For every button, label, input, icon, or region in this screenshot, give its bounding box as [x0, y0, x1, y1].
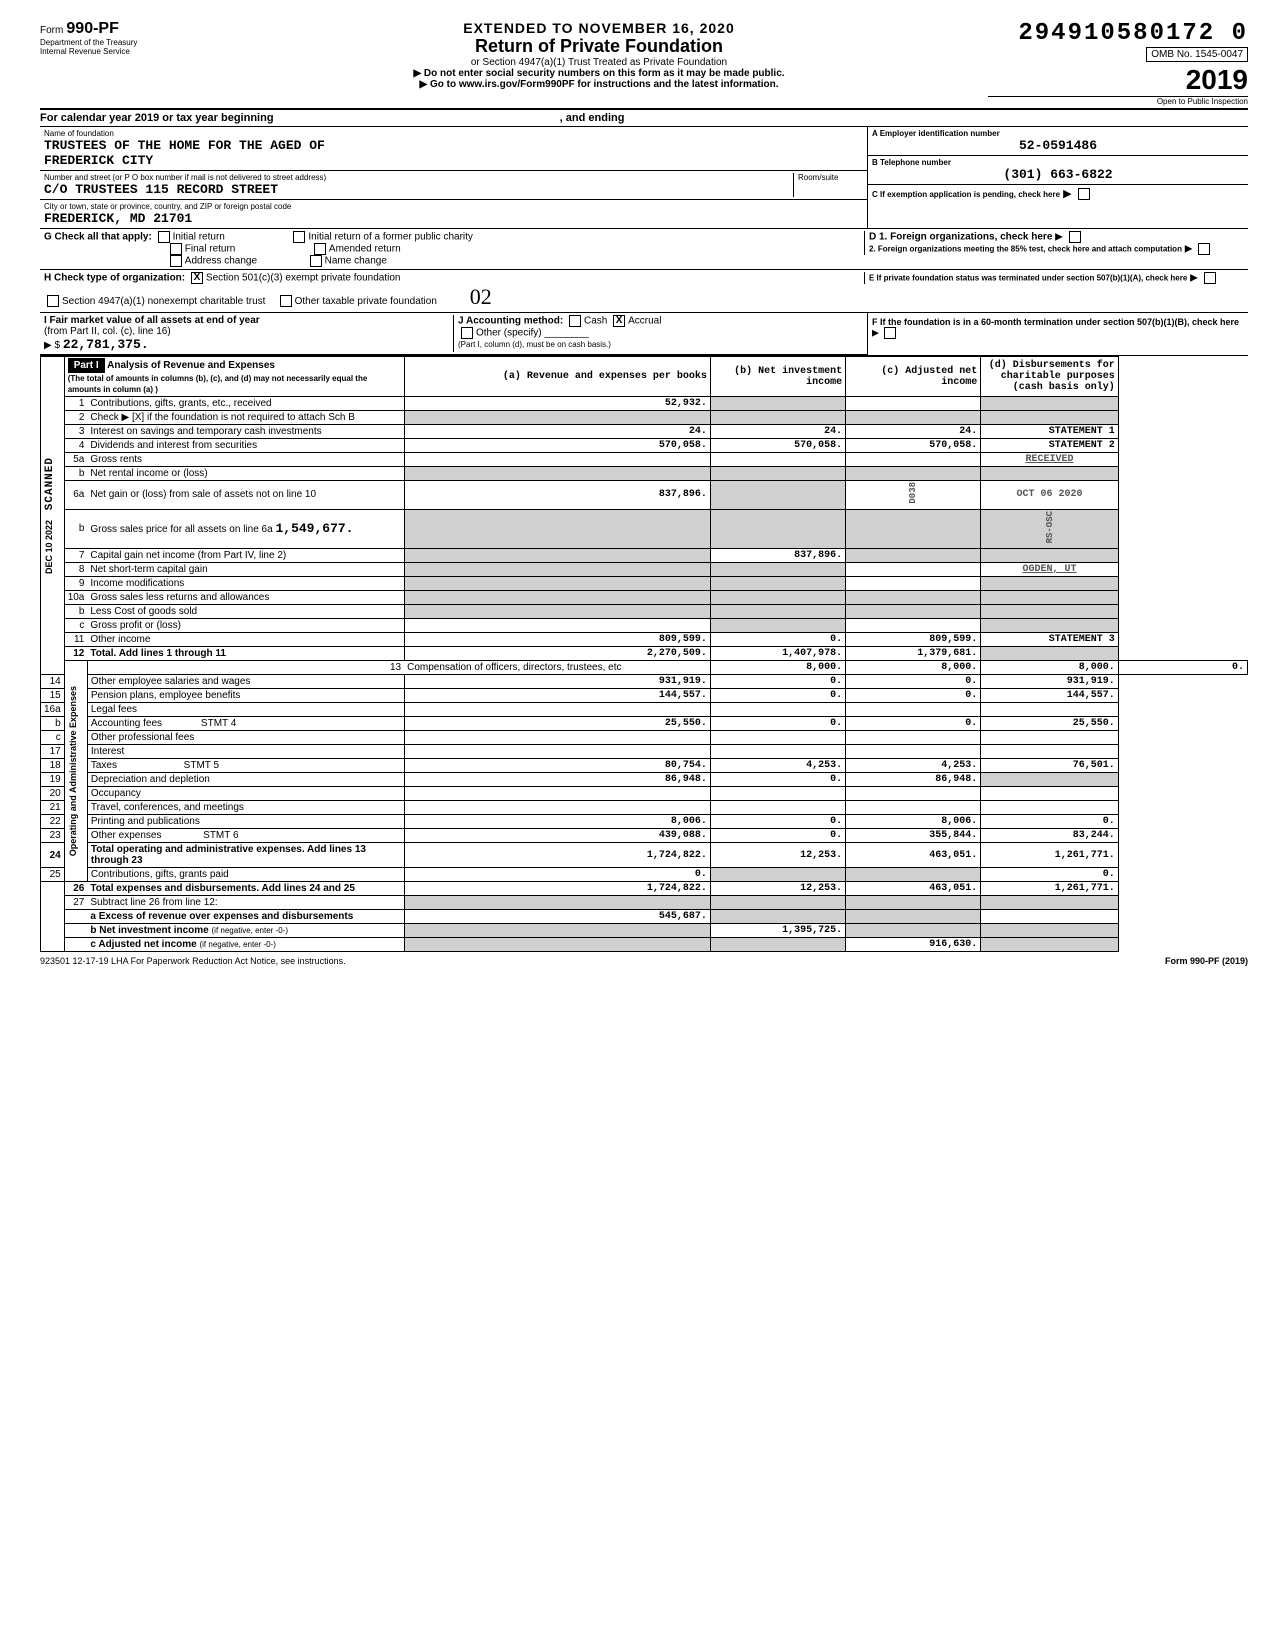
h-row: H Check type of organization: XSection 5…: [40, 270, 1248, 313]
ein-value: 52-0591486: [872, 138, 1244, 153]
d2-checkbox[interactable]: [1198, 243, 1210, 255]
ogden-stamp: OGDEN, UT: [981, 563, 1118, 577]
expenses-side-label: Operating and Administrative Expenses: [64, 661, 87, 882]
cal-year-label: For calendar year 2019 or tax year begin…: [40, 112, 274, 124]
c-checkbox[interactable]: [1078, 188, 1090, 200]
e-checkbox[interactable]: [1204, 272, 1216, 284]
room-label: Room/suite: [798, 173, 863, 182]
j-note: (Part I, column (d), must be on cash bas…: [458, 340, 611, 349]
j-label: J Accounting method:: [458, 316, 563, 327]
footer-left: 923501 12-17-19 LHA For Paperwork Reduct…: [40, 956, 346, 966]
part-i-label: Part I: [68, 358, 105, 373]
city-value: FREDERICK, MD 21701: [44, 211, 863, 226]
i-label: I Fair market value of all assets at end…: [44, 315, 260, 326]
f-checkbox[interactable]: [884, 327, 896, 339]
d2-label: 2. Foreign organizations meeting the 85%…: [869, 245, 1182, 254]
subtitle-3: ▶ Go to www.irs.gov/Form990PF for instru…: [210, 79, 988, 90]
right-header: 294910580172 0 OMB No. 1545-0047 2019 Op…: [988, 20, 1248, 106]
col-d-header: (d) Disbursements for charitable purpose…: [981, 357, 1118, 397]
g-amended[interactable]: [314, 243, 326, 255]
h-4947-checkbox[interactable]: [47, 295, 59, 307]
col-a-header: (a) Revenue and expenses per books: [404, 357, 710, 397]
ein-label: A Employer identification number: [872, 129, 1244, 138]
col-c-header: (c) Adjusted net income: [846, 357, 981, 397]
h-opt3: Other taxable private foundation: [295, 296, 437, 307]
subtitle-1: or Section 4947(a)(1) Trust Treated as P…: [210, 57, 988, 68]
subtitle-2: ▶ Do not enter social security numbers o…: [210, 68, 988, 79]
tel-value: (301) 663-6822: [872, 167, 1244, 182]
document-number: 294910580172 0: [988, 20, 1248, 47]
ij-row: I Fair market value of all assets at end…: [40, 313, 1248, 356]
col-b-header: (b) Net investment income: [710, 357, 845, 397]
h-opt2: Section 4947(a)(1) nonexempt charitable …: [62, 296, 265, 307]
e-label: E If private foundation status was termi…: [869, 274, 1187, 283]
cal-ending-label: , and ending: [560, 112, 625, 124]
j-cash-checkbox[interactable]: [569, 315, 581, 327]
omb-number: OMB No. 1545-0047: [1146, 47, 1248, 62]
d1-checkbox[interactable]: [1069, 231, 1081, 243]
c-label: C If exemption application is pending, c…: [872, 190, 1060, 199]
city-label: City or town, state or province, country…: [44, 202, 863, 211]
calendar-year-row: For calendar year 2019 or tax year begin…: [40, 110, 1248, 127]
f-label: F If the foundation is in a 60-month ter…: [872, 317, 1239, 327]
tax-year: 2019: [988, 64, 1248, 96]
dec-stamp: DEC 10 2022: [44, 520, 54, 574]
j-accrual-checkbox[interactable]: X: [613, 315, 625, 327]
name-label: Name of foundation: [44, 129, 863, 138]
oct-stamp: OCT 06 2020: [981, 481, 1118, 510]
addr-label: Number and street (or P O box number if …: [44, 173, 793, 182]
dept-label: Department of the Treasury: [40, 38, 210, 47]
h-other-checkbox[interactable]: [280, 295, 292, 307]
form-header: Form 990-PF Department of the Treasury I…: [40, 20, 1248, 110]
footer-right: Form 990-PF (2019): [1165, 956, 1248, 966]
i-value: 22,781,375.: [63, 337, 149, 352]
g-initial-return[interactable]: [158, 231, 170, 243]
h-501c3-checkbox[interactable]: X: [191, 272, 203, 284]
inspection-label: Open to Public Inspection: [988, 96, 1248, 106]
g-initial-former[interactable]: [293, 231, 305, 243]
form-prefix: Form: [40, 25, 63, 36]
extended-line: EXTENDED TO NOVEMBER 16, 2020: [210, 20, 988, 36]
handwritten-02: 02: [470, 284, 492, 309]
address: C/O TRUSTEES 115 RECORD STREET: [44, 182, 793, 197]
title-block: EXTENDED TO NOVEMBER 16, 2020 Return of …: [210, 20, 988, 90]
g-final-return[interactable]: [170, 243, 182, 255]
part-i-table: SCANNED DEC 10 2022 Part I Analysis of R…: [40, 356, 1248, 952]
tel-label: B Telephone number: [872, 158, 1244, 167]
received-stamp: RECEIVED: [981, 453, 1118, 467]
identity-block: Name of foundation TRUSTEES OF THE HOME …: [40, 127, 1248, 229]
title: Return of Private Foundation: [210, 36, 988, 57]
scanned-stamp: SCANNED: [44, 457, 56, 510]
h-opt1: Section 501(c)(3) exempt private foundat…: [206, 273, 401, 284]
footer: 923501 12-17-19 LHA For Paperwork Reduct…: [40, 952, 1248, 966]
form-number: 990-PF: [66, 20, 118, 37]
irs-label: Internal Revenue Service: [40, 47, 210, 56]
form-id-block: Form 990-PF Department of the Treasury I…: [40, 20, 210, 56]
g-address-change[interactable]: [170, 255, 182, 267]
d1-label: D 1. Foreign organizations, check here: [869, 232, 1052, 243]
revenue-side-label: SCANNED DEC 10 2022: [41, 357, 65, 675]
j-other-checkbox[interactable]: [461, 327, 473, 339]
part-i-note: (The total of amounts in columns (b), (c…: [68, 374, 368, 394]
g-name-change[interactable]: [310, 255, 322, 267]
foundation-name-1: TRUSTEES OF THE HOME FOR THE AGED OF: [44, 138, 863, 153]
i-sub: (from Part II, col. (c), line 16): [44, 326, 171, 337]
h-label: H Check type of organization:: [44, 273, 185, 284]
g-row: G Check all that apply: Initial return I…: [40, 229, 1248, 270]
part-i-title: Analysis of Revenue and Expenses: [107, 360, 275, 371]
g-label: G Check all that apply:: [44, 232, 152, 243]
foundation-name-2: FREDERICK CITY: [44, 153, 863, 168]
